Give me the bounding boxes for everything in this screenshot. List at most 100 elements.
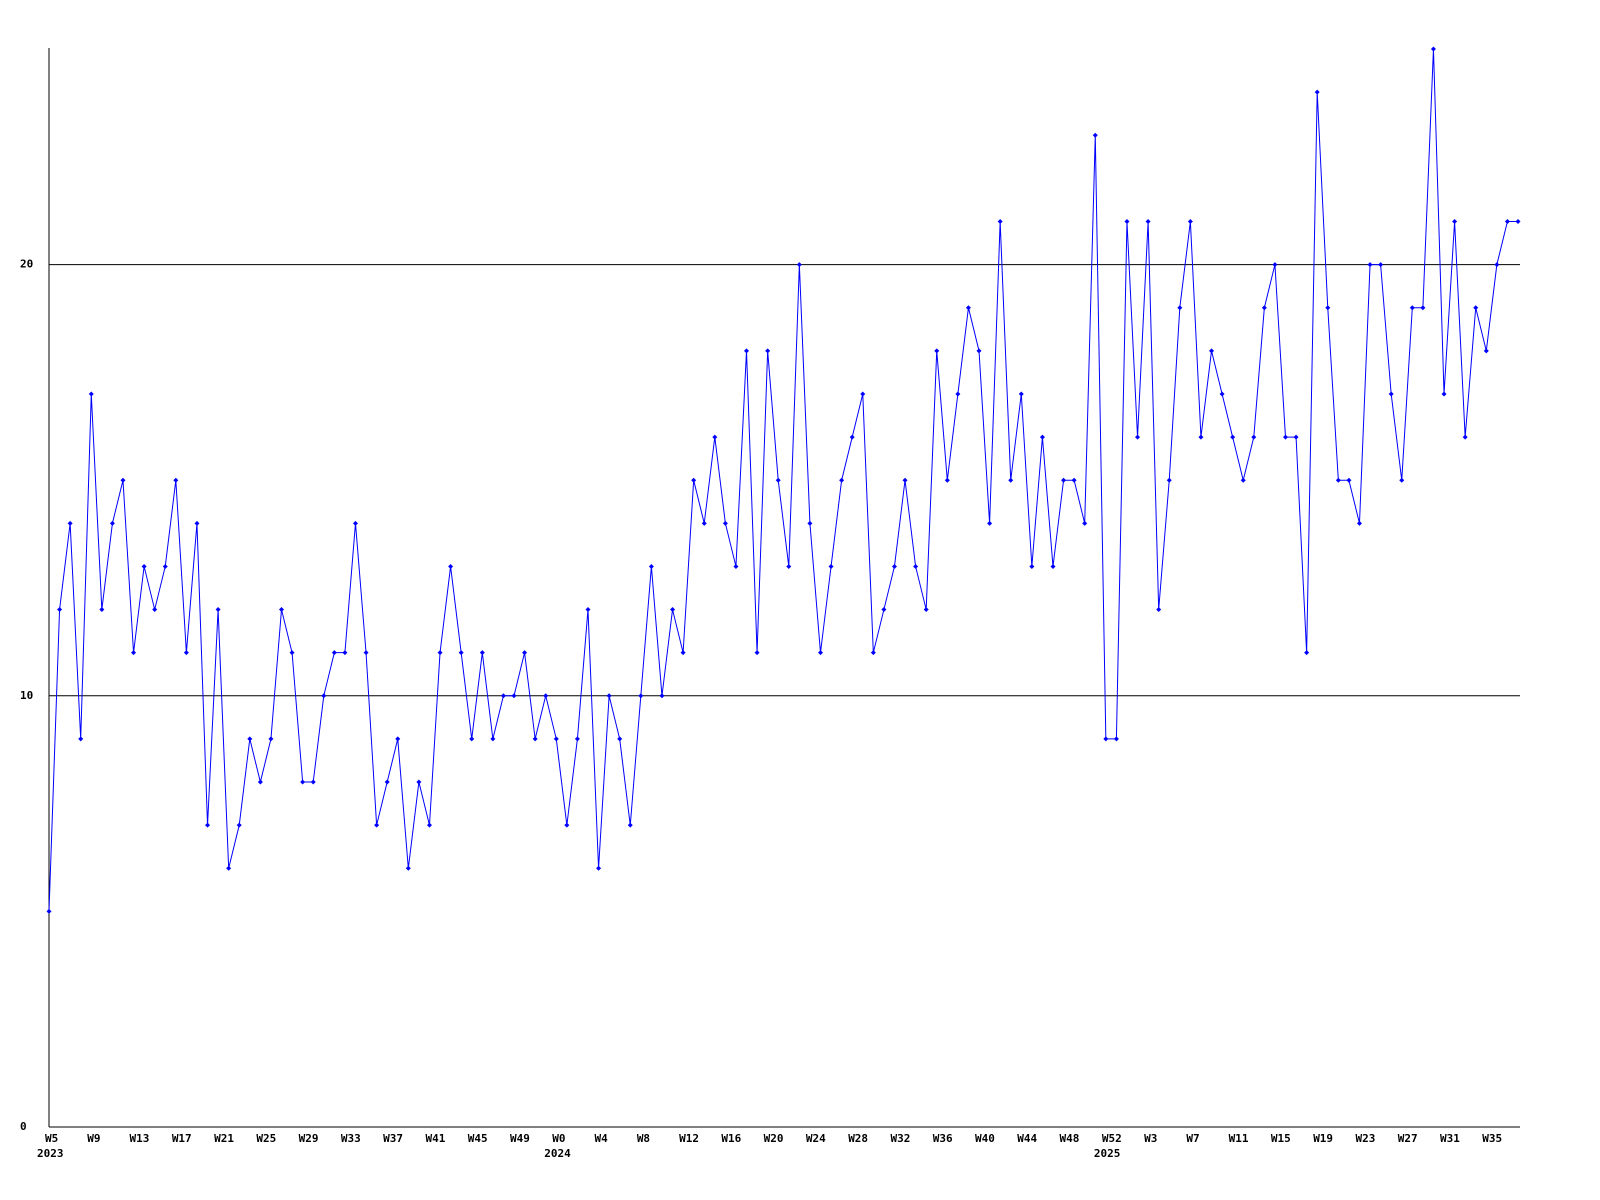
- data-point: [860, 391, 866, 397]
- data-point: [1103, 736, 1109, 742]
- data-point: [1198, 434, 1204, 440]
- data-point: [1420, 305, 1426, 311]
- data-point: [744, 348, 750, 354]
- x-tick-label: W17: [172, 1132, 192, 1145]
- data-point: [1504, 218, 1510, 224]
- data-point: [363, 650, 369, 656]
- data-point: [1008, 477, 1014, 483]
- data-point: [817, 650, 823, 656]
- x-tick-label: W35: [1482, 1132, 1502, 1145]
- data-point: [553, 736, 559, 742]
- data-point: [1092, 132, 1098, 138]
- data-point: [279, 607, 285, 613]
- data-point: [765, 348, 771, 354]
- data-point: [987, 520, 993, 526]
- data-point: [902, 477, 908, 483]
- data-point: [1177, 305, 1183, 311]
- data-point: [1293, 434, 1299, 440]
- data-point: [585, 607, 591, 613]
- data-point: [870, 650, 876, 656]
- data-point: [1430, 46, 1436, 52]
- data-point: [680, 650, 686, 656]
- data-point: [1251, 434, 1257, 440]
- x-tick-label: W41: [425, 1132, 445, 1145]
- data-point: [226, 865, 232, 871]
- data-point: [88, 391, 94, 397]
- data-point: [1156, 607, 1162, 613]
- data-point: [965, 305, 971, 311]
- data-point: [268, 736, 274, 742]
- data-point: [1452, 218, 1458, 224]
- data-point: [1029, 563, 1035, 569]
- data-point: [173, 477, 179, 483]
- data-point: [564, 822, 570, 828]
- data-point: [976, 348, 982, 354]
- data-point: [807, 520, 813, 526]
- data-point: [1335, 477, 1341, 483]
- data-point: [141, 563, 147, 569]
- data-point: [1515, 218, 1521, 224]
- x-year-label: 2023: [37, 1147, 64, 1160]
- data-point: [46, 908, 52, 914]
- x-tick-label: W33: [341, 1132, 361, 1145]
- data-point: [1304, 650, 1310, 656]
- x-tick-label: W16: [721, 1132, 741, 1145]
- data-point: [236, 822, 242, 828]
- data-point: [289, 650, 295, 656]
- data-point: [57, 607, 63, 613]
- data-point: [1367, 262, 1373, 268]
- data-point: [162, 563, 168, 569]
- x-tick-label: W21: [214, 1132, 234, 1145]
- data-point: [300, 779, 306, 785]
- x-tick-label: W25: [256, 1132, 276, 1145]
- data-point: [342, 650, 348, 656]
- data-point: [754, 650, 760, 656]
- data-point: [1071, 477, 1077, 483]
- data-point: [701, 520, 707, 526]
- data-point: [1473, 305, 1479, 311]
- x-tick-label: W11: [1229, 1132, 1249, 1145]
- data-point: [352, 520, 358, 526]
- x-tick-label: W48: [1060, 1132, 1080, 1145]
- data-point: [574, 736, 580, 742]
- data-point: [997, 218, 1003, 224]
- data-point: [120, 477, 126, 483]
- data-point: [638, 693, 644, 699]
- data-point: [1082, 520, 1088, 526]
- data-point: [691, 477, 697, 483]
- data-point: [395, 736, 401, 742]
- data-point: [384, 779, 390, 785]
- x-tick-label: W5: [45, 1132, 58, 1145]
- data-point: [1230, 434, 1236, 440]
- data-point: [627, 822, 633, 828]
- x-tick-label: W3: [1144, 1132, 1157, 1145]
- data-point: [1388, 391, 1394, 397]
- data-point: [712, 434, 718, 440]
- data-point: [891, 563, 897, 569]
- x-tick-label: W9: [87, 1132, 100, 1145]
- data-point: [1039, 434, 1045, 440]
- data-point: [1135, 434, 1141, 440]
- x-tick-label: W28: [848, 1132, 868, 1145]
- data-point: [944, 477, 950, 483]
- data-point: [67, 520, 73, 526]
- x-year-label: 2025: [1094, 1147, 1121, 1160]
- x-tick-label: W32: [890, 1132, 910, 1145]
- x-tick-label: W4: [595, 1132, 609, 1145]
- data-point: [1282, 434, 1288, 440]
- data-point: [426, 822, 432, 828]
- data-point: [458, 650, 464, 656]
- data-point: [374, 822, 380, 828]
- x-tick-label: W7: [1186, 1132, 1199, 1145]
- data-point: [606, 693, 612, 699]
- y-tick-label: 20: [20, 258, 33, 271]
- data-point: [511, 693, 517, 699]
- data-point: [1050, 563, 1056, 569]
- data-point: [1219, 391, 1225, 397]
- data-point: [1272, 262, 1278, 268]
- data-point: [1240, 477, 1246, 483]
- data-point: [796, 262, 802, 268]
- data-point: [152, 607, 158, 613]
- data-point: [479, 650, 485, 656]
